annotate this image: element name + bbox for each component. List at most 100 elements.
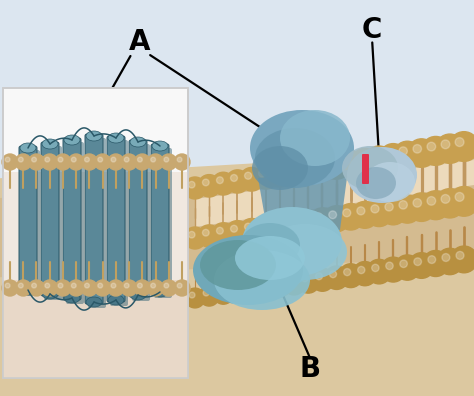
Circle shape <box>407 139 436 168</box>
Circle shape <box>315 213 322 221</box>
Circle shape <box>400 260 407 268</box>
Ellipse shape <box>242 207 342 277</box>
Circle shape <box>217 288 223 294</box>
Circle shape <box>45 157 50 162</box>
Circle shape <box>413 145 421 153</box>
FancyBboxPatch shape <box>3 172 188 280</box>
FancyBboxPatch shape <box>151 144 169 294</box>
Ellipse shape <box>214 250 310 310</box>
Circle shape <box>198 175 220 197</box>
Ellipse shape <box>235 236 305 280</box>
Circle shape <box>367 259 392 284</box>
Circle shape <box>203 290 209 296</box>
Ellipse shape <box>240 223 300 267</box>
Circle shape <box>344 268 351 276</box>
Circle shape <box>58 157 63 162</box>
Circle shape <box>254 216 278 240</box>
Circle shape <box>441 140 450 149</box>
Circle shape <box>379 197 407 225</box>
Circle shape <box>32 283 36 288</box>
Circle shape <box>324 206 350 232</box>
Circle shape <box>230 175 237 181</box>
Polygon shape <box>0 150 474 396</box>
Circle shape <box>395 255 420 280</box>
Circle shape <box>5 283 10 288</box>
Circle shape <box>254 165 278 189</box>
FancyBboxPatch shape <box>85 134 103 304</box>
Circle shape <box>55 280 71 296</box>
Circle shape <box>18 283 23 288</box>
Ellipse shape <box>20 143 36 153</box>
Text: C: C <box>362 16 382 44</box>
Circle shape <box>329 158 337 166</box>
Circle shape <box>185 288 205 308</box>
Circle shape <box>282 160 307 185</box>
Circle shape <box>413 199 421 207</box>
Circle shape <box>68 280 84 296</box>
Ellipse shape <box>108 295 124 305</box>
Circle shape <box>164 283 169 288</box>
Circle shape <box>174 154 190 170</box>
Circle shape <box>212 223 235 246</box>
FancyBboxPatch shape <box>44 146 62 300</box>
Circle shape <box>72 157 76 162</box>
Circle shape <box>297 270 319 293</box>
Polygon shape <box>0 166 474 277</box>
Ellipse shape <box>347 147 417 203</box>
Circle shape <box>337 204 364 230</box>
Circle shape <box>18 157 23 162</box>
FancyBboxPatch shape <box>22 150 40 296</box>
Circle shape <box>273 168 280 175</box>
FancyBboxPatch shape <box>362 154 369 184</box>
Circle shape <box>353 261 377 286</box>
Circle shape <box>365 199 392 227</box>
Ellipse shape <box>20 285 36 295</box>
Circle shape <box>15 154 31 170</box>
Circle shape <box>301 215 308 223</box>
Circle shape <box>329 211 337 219</box>
Circle shape <box>310 156 335 181</box>
FancyBboxPatch shape <box>3 280 188 378</box>
Circle shape <box>108 280 124 296</box>
Circle shape <box>202 179 209 186</box>
Ellipse shape <box>252 146 308 190</box>
Ellipse shape <box>152 287 168 297</box>
FancyBboxPatch shape <box>132 144 150 301</box>
Circle shape <box>428 256 436 263</box>
Circle shape <box>55 154 71 170</box>
Circle shape <box>427 196 436 205</box>
Circle shape <box>296 158 321 183</box>
Circle shape <box>42 280 58 296</box>
Circle shape <box>407 193 436 221</box>
Circle shape <box>121 280 137 296</box>
Circle shape <box>259 170 266 177</box>
Circle shape <box>84 157 90 162</box>
Circle shape <box>414 258 421 266</box>
Ellipse shape <box>130 137 146 147</box>
Circle shape <box>2 154 18 170</box>
Circle shape <box>151 157 155 162</box>
Ellipse shape <box>42 139 58 149</box>
Circle shape <box>427 142 436 151</box>
Circle shape <box>217 177 223 184</box>
Circle shape <box>42 154 58 170</box>
Circle shape <box>269 275 291 297</box>
Circle shape <box>343 156 351 164</box>
Circle shape <box>437 248 463 275</box>
Circle shape <box>316 273 322 280</box>
Circle shape <box>240 168 264 191</box>
Circle shape <box>283 272 305 295</box>
Circle shape <box>245 172 252 179</box>
Ellipse shape <box>193 235 303 305</box>
Circle shape <box>379 144 407 171</box>
Circle shape <box>399 201 407 209</box>
FancyBboxPatch shape <box>63 138 81 300</box>
Circle shape <box>386 262 393 270</box>
Circle shape <box>68 154 84 170</box>
Circle shape <box>32 157 36 162</box>
Circle shape <box>15 280 31 296</box>
Circle shape <box>134 154 150 170</box>
Circle shape <box>184 227 206 249</box>
Circle shape <box>385 203 393 211</box>
Circle shape <box>245 284 252 290</box>
